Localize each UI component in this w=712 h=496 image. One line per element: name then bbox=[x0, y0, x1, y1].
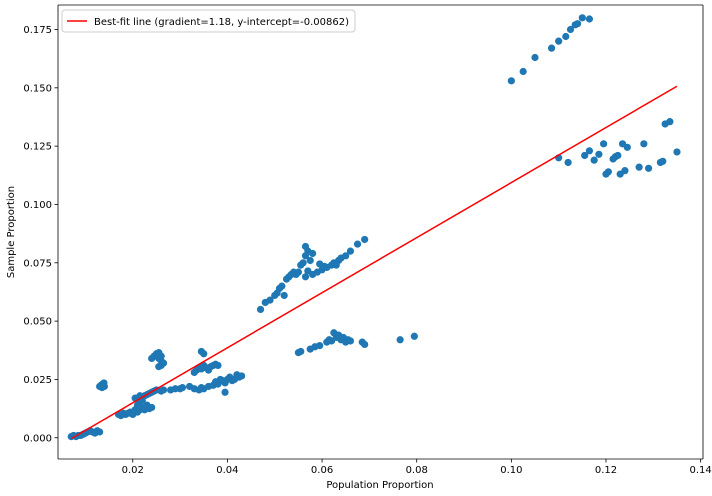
scatter-point bbox=[301, 273, 310, 281]
scatter-point bbox=[308, 249, 317, 258]
scatter-point bbox=[531, 53, 539, 62]
scatter-point bbox=[396, 336, 404, 344]
scatter-point bbox=[98, 384, 106, 392]
scatter-point bbox=[221, 388, 229, 396]
scatter-point bbox=[666, 118, 674, 126]
scatter-point bbox=[214, 361, 222, 370]
scatter-point bbox=[581, 151, 589, 160]
scatter-point bbox=[256, 305, 265, 314]
legend: Best-fit line (gradient=1.18, y-intercep… bbox=[61, 9, 356, 33]
x-tick-label: 0.06 bbox=[311, 465, 333, 476]
scatter-point bbox=[614, 151, 622, 160]
scatter-point bbox=[96, 428, 104, 436]
scatter-point bbox=[566, 25, 575, 34]
scatter-point bbox=[673, 148, 681, 156]
scatter-point bbox=[623, 143, 631, 151]
best-fit-line-layer bbox=[70, 85, 678, 440]
scatter-point bbox=[178, 384, 187, 392]
axes-spines bbox=[57, 4, 704, 460]
best-fit-line bbox=[70, 85, 678, 440]
scatter-point bbox=[585, 15, 594, 23]
y-tick-label: 0.000 bbox=[23, 433, 52, 444]
x-tick-label: 0.02 bbox=[122, 465, 144, 476]
scatter-point bbox=[519, 67, 527, 76]
scatter-point bbox=[555, 37, 563, 45]
x-axis-label: Population Proportion bbox=[326, 480, 433, 491]
x-tick-label: 0.08 bbox=[406, 465, 428, 476]
scatter-point bbox=[595, 150, 603, 158]
scatter-point bbox=[159, 386, 168, 394]
plot-area: 0.02 0.04 0.06 0.08 0.10 0.12 0.14 0.0000.0250… bbox=[23, 4, 712, 476]
scatter-point bbox=[148, 403, 156, 412]
scatter-point bbox=[562, 32, 570, 41]
y-tick-label: 0.100 bbox=[23, 200, 52, 211]
scatter-point bbox=[346, 337, 355, 345]
legend-label: Best-fit line (gradient=1.18, y-intercep… bbox=[94, 17, 349, 28]
scatter-point bbox=[342, 252, 350, 260]
scatter-point bbox=[585, 147, 594, 155]
scatter-point bbox=[346, 247, 355, 255]
scatter-point bbox=[621, 167, 629, 175]
scatter-point bbox=[564, 158, 572, 167]
x-tick-label: 0.04 bbox=[216, 465, 238, 476]
scatter-point bbox=[353, 240, 362, 248]
y-tick-label: 0.175 bbox=[23, 25, 52, 36]
scatter-point bbox=[299, 259, 307, 267]
scatter-point bbox=[547, 44, 556, 52]
scatter-point bbox=[578, 14, 586, 22]
x-tick-label: 0.12 bbox=[595, 465, 617, 476]
scatter-point bbox=[361, 235, 369, 244]
x-tick-label: 0.10 bbox=[500, 465, 522, 476]
y-tick-label: 0.050 bbox=[23, 317, 52, 328]
y-ticks: 0.000 0.025 0.050 0.075 0.100 0.125 0.150 0.175 bbox=[23, 25, 58, 444]
scatter-point bbox=[200, 350, 208, 358]
scatter-point bbox=[301, 242, 310, 251]
y-tick-label: 0.150 bbox=[23, 83, 52, 94]
x-ticks: 0.02 0.04 0.06 0.08 0.10 0.12 0.14 bbox=[122, 459, 712, 476]
scatter-point bbox=[410, 332, 418, 340]
scatter-point bbox=[278, 282, 286, 290]
scatter-point bbox=[507, 77, 515, 85]
y-axis-label: Sample Proportion bbox=[6, 186, 17, 278]
scatter-point bbox=[294, 268, 302, 276]
y-tick-label: 0.025 bbox=[23, 375, 52, 386]
y-tick-label: 0.075 bbox=[23, 258, 52, 269]
scatter-point bbox=[306, 256, 314, 265]
scatter-point bbox=[590, 156, 598, 164]
scatter-point bbox=[155, 363, 163, 371]
scatter-point bbox=[266, 296, 274, 304]
x-tick-label: 0.14 bbox=[690, 465, 712, 476]
scatter-point bbox=[297, 347, 305, 356]
scatter-point bbox=[573, 20, 582, 28]
scatter-point bbox=[320, 262, 329, 270]
scatter-point bbox=[659, 157, 667, 165]
scatter-point bbox=[600, 140, 608, 148]
scatter-point bbox=[644, 164, 653, 172]
scatter-point bbox=[604, 168, 612, 176]
scatter-point bbox=[361, 340, 369, 349]
legend-box bbox=[61, 9, 356, 33]
scatter-points bbox=[67, 14, 681, 441]
scatter-point bbox=[316, 342, 324, 350]
scatter-point bbox=[238, 372, 246, 380]
scatter-point bbox=[640, 140, 648, 148]
scatter-point bbox=[280, 291, 288, 300]
scatter-point bbox=[635, 163, 643, 171]
y-tick-label: 0.125 bbox=[23, 142, 52, 153]
